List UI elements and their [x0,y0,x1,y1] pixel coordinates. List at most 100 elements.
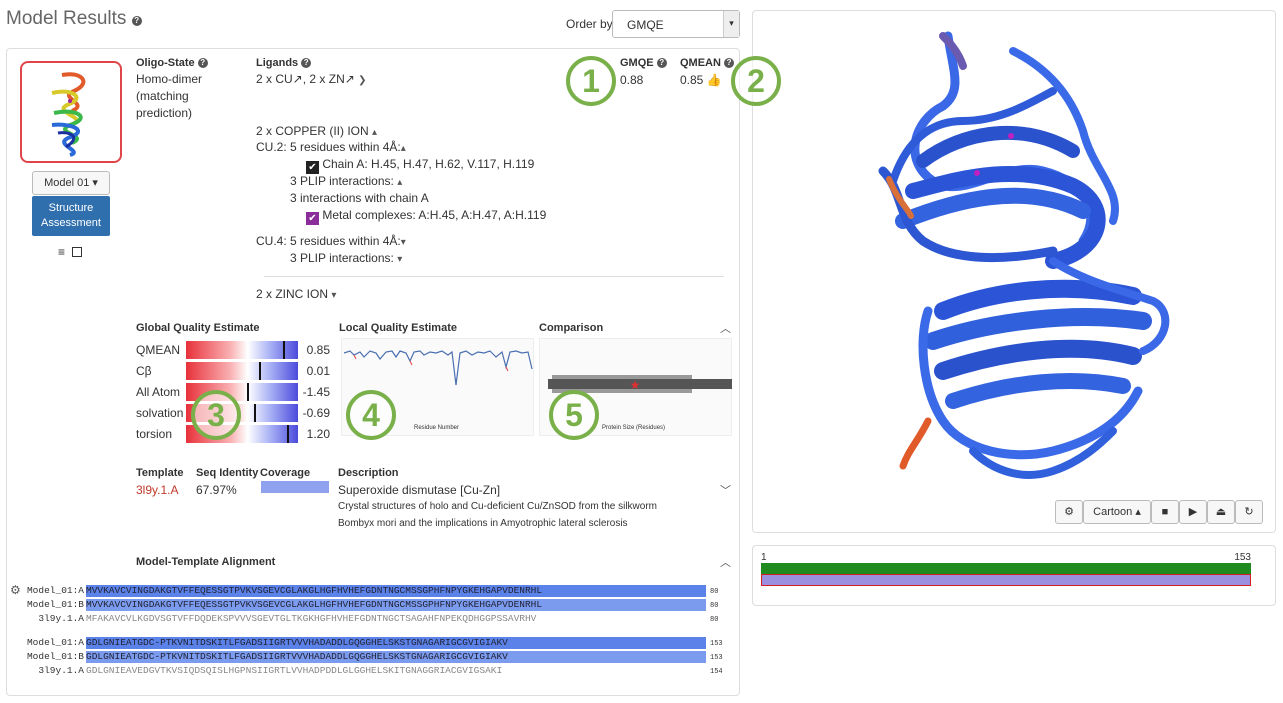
copper-header-text[interactable]: 2 x COPPER (II) ION [256,124,369,138]
chevron-up-icon[interactable]: ▴ [400,143,406,154]
camera-icon: ■ [1161,506,1169,518]
list-icon[interactable]: ≡ [58,245,66,259]
quality-row-value: 0.85 [306,343,330,357]
quality-row-label: All Atom [136,385,181,399]
qmean-value-wrap: 0.85 👍 [680,73,722,87]
alignment-row-label: 3l9y.1.A [38,665,84,676]
cu2-line-text[interactable]: CU.2: 5 residues within 4Å: [256,140,401,154]
coverage-track-model[interactable] [761,563,1251,574]
alignment-row: Model_01:B GDLGNIEATGDC-PTKVNITDSKITLFGAD… [6,651,723,663]
alignment-sequence: MFAKAVCVLKGDVSGTVFFDQDEKSPVVVSGEVTGLTKGK… [86,613,537,624]
refresh-icon: ↻ [1244,506,1254,518]
quality-marker [287,425,289,443]
style-button[interactable]: Cartoon ▴ [1083,500,1151,524]
ligands-value[interactable]: 2 x CU↗, 2 x ZN↗ ❯ [256,72,367,86]
structure-assessment-button[interactable]: Structure Assessment [32,196,110,236]
checkbox-icon[interactable] [72,247,82,257]
comparison-xlabel: Protein Size (Residues) [602,425,666,431]
alignment-row: Model_01:B MVVKAVCVINGDAKGTVFFEQESSGTPVKV… [6,599,718,611]
alignment-row-end: 80 [710,616,719,624]
chevron-down-icon[interactable]: ▾ [397,254,403,265]
callout-2: 2 [731,56,781,106]
alignment-row-end: 80 [710,588,719,596]
coverage-bar-track [261,481,329,493]
cu2-plip-text[interactable]: 3 PLIP interactions: [290,174,394,188]
chevron-down-icon[interactable]: ▾ [723,11,739,37]
gear-icon[interactable]: ⚙ [10,583,21,597]
template-id-link[interactable]: 3l9y.1.A [136,483,179,497]
gmqe-label: GMQE [620,57,654,69]
chevron-up-icon[interactable]: ▴ [397,177,403,188]
protein-cartoon[interactable] [753,11,1275,501]
oligo-state-label: Oligo-State [136,57,195,69]
refresh-button[interactable]: ↻ [1235,500,1263,524]
order-by-value: GMQE [627,18,664,32]
cu4-line-text[interactable]: CU.4: 5 residues within 4Å: [256,234,401,248]
chevron-up-icon[interactable]: ︿ [720,557,731,569]
model-selector-button[interactable]: Model 01 ▾ [32,171,110,195]
cu2-chain-row[interactable]: ✔ Chain A: H.45, H.47, H.62, V.117, H.11… [306,157,534,174]
alignment-row-label: Model_01:B [26,651,84,662]
local-quality-title: Local Quality Estimate [339,322,457,334]
camera-button[interactable]: ■ [1151,500,1179,524]
callout-1: 1 [566,56,616,106]
chevron-down-icon[interactable]: ❯ [358,75,367,86]
callout-3: 3 [191,390,241,440]
chevron-up-icon[interactable]: ︿ [720,323,731,335]
eject-icon: ⏏ [1215,506,1227,518]
quality-row-value: 0.01 [306,364,330,378]
seqid-label: Seq Identity [196,467,259,479]
qmean-label: QMEAN [680,57,721,69]
alignment-row: Model_01:A GDLGNIEATGDC-PTKVNITDSKITLFGAD… [6,637,723,649]
checkbox-checked-icon[interactable]: ✔ [306,212,319,225]
help-icon[interactable]: ? [656,58,667,68]
quality-row-label: solvation [136,406,184,420]
cu2-line[interactable]: CU.2: 5 residues within 4Å:▴ [256,140,406,154]
qmean-heading: QMEAN ? [680,57,735,69]
settings-button[interactable]: ⚙ [1055,500,1083,524]
alignment-row-end: 153 [710,654,723,662]
comparison-plot[interactable]: ★ Protein Size (Residues) [539,338,732,436]
description-label: Description [338,467,399,479]
copper-header[interactable]: 2 x COPPER (II) ION ▴ [256,124,377,138]
cu4-line[interactable]: CU.4: 5 residues within 4Å:▾ [256,234,406,248]
help-icon[interactable]: ? [197,58,208,68]
callout-4: 4 [346,390,396,440]
help-icon[interactable]: ? [724,58,735,68]
comparison-svg: ★ [548,375,732,393]
cu4-plip[interactable]: 3 PLIP interactions: ▾ [290,251,402,265]
help-icon[interactable]: ? [301,58,312,68]
chevron-down-icon[interactable]: ﹀ [720,485,731,497]
citation-line1: Crystal structures of holo and Cu-defici… [338,501,657,512]
coverage-start: 1 [761,552,767,563]
cu4-plip-text[interactable]: 3 PLIP interactions: [290,251,394,265]
page-title-text: Model Results [6,8,127,29]
cu2-metal-row[interactable]: ✔ Metal complexes: A:H.45, A:H.47, A:H.1… [306,208,546,225]
play-icon: ▶ [1188,506,1198,518]
coverage-track-template[interactable] [761,574,1251,586]
quality-marker [259,362,261,380]
model-thumbnail[interactable] [20,61,122,163]
zinc-header[interactable]: 2 x ZINC ION ▾ [256,287,336,301]
zinc-header-text[interactable]: 2 x ZINC ION [256,287,329,301]
eject-button[interactable]: ⏏ [1207,500,1235,524]
order-by-select[interactable]: GMQE ▾ [612,10,740,38]
chevron-up-icon[interactable]: ▴ [372,127,378,138]
help-icon[interactable]: ? [131,16,142,26]
structure-viewer[interactable]: ⚙ Cartoon ▴ ■ ▶ ⏏ ↻ [752,10,1276,533]
template-label: Template [136,467,184,479]
alignment-sequence: GDLGNIEATGDC-PTKVNITDSKITLFGADSIIGRTVVVH… [86,637,706,649]
local-quality-svg [343,350,533,386]
ligands-value-text[interactable]: 2 x CU↗, 2 x ZN↗ [256,72,355,86]
cu2-plip[interactable]: 3 PLIP interactions: ▴ [290,174,402,188]
checkbox-checked-icon[interactable]: ✔ [306,161,319,174]
svg-text:★: ★ [630,378,641,392]
alignment-row-label: 3l9y.1.A [38,613,84,624]
alignment-row: Model_01:A MVVKAVCVINGDAKGTVFFEQESSGTPVKV… [6,585,718,597]
chevron-down-icon[interactable]: ▾ [331,290,337,301]
alignment-row: 3l9y.1.A GDLGNIEAVEDGVTKVSIQDSQISLHGPNSII… [6,665,722,677]
quality-row-label: torsion [136,427,173,441]
chevron-down-icon[interactable]: ▾ [400,237,406,248]
play-button[interactable]: ▶ [1179,500,1207,524]
description-value: Superoxide dismutase [Cu-Zn] [338,483,501,497]
